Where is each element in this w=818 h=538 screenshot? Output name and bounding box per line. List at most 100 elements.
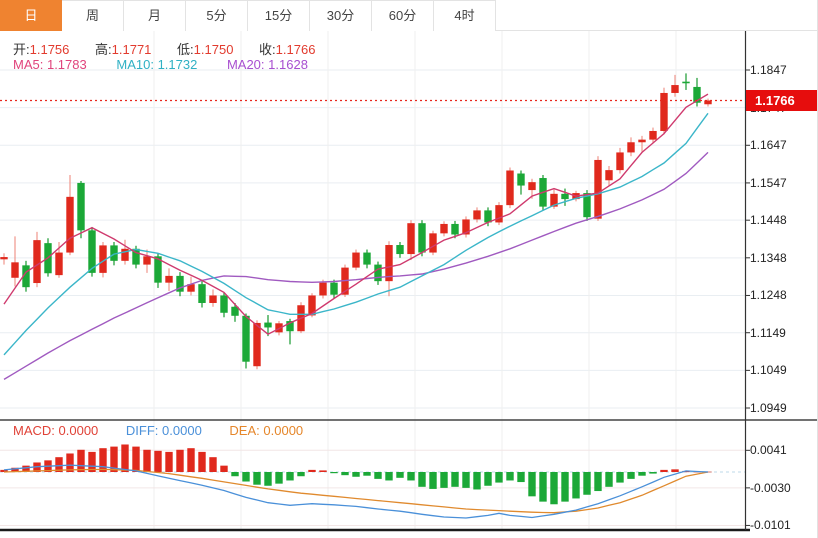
candle-up [473,210,481,220]
diff-line [3,464,709,519]
macd-bar-positive [660,469,668,472]
macd-bar-positive [77,449,85,472]
macd-bar-negative [275,472,283,484]
price-axis-label: 1.1049 [750,363,787,378]
candle-down [132,248,140,265]
dea-value: 0.0000 [263,423,304,438]
macd-bar-negative [583,472,591,495]
macd-bar-positive [143,449,151,472]
macd-bar-positive [99,448,107,472]
tab-week[interactable]: 周 [62,0,124,31]
candle-down [682,81,690,84]
candle-up [319,282,327,296]
candle-up [352,252,360,268]
candle-up [385,245,393,282]
macd-bar-positive [66,453,74,472]
dea-line [3,468,709,514]
macd-bar-negative [385,472,393,481]
candle-down [154,256,162,283]
macd-bar-negative [242,472,250,482]
ma-readout: MA5: 1.1783 MA10: 1.1732 MA20: 1.1628 [13,57,334,72]
tab-60min[interactable]: 60分 [372,0,434,31]
candle-down [242,315,250,362]
tab-5min[interactable]: 5分 [186,0,248,31]
open-label: 开: [13,42,30,57]
macd-bar-negative [495,472,503,483]
candle-up [660,92,668,131]
macd-bar-positive [176,449,184,472]
ma20-line [3,151,709,381]
macd-bar-negative [396,472,404,478]
price-axis-label: 1.0949 [750,401,787,415]
open-value: 1.1756 [29,42,70,57]
candle-up [143,256,151,265]
ma5-value: 1.1783 [46,57,87,72]
candle-up [308,295,316,316]
candle-down [517,173,525,186]
candle-up [506,170,514,206]
macd-bar-positive [319,470,327,472]
high-value: 1.1771 [111,42,152,57]
macd-bar-negative [374,472,382,479]
macd-bar-negative [506,472,514,481]
macd-bar-negative [451,472,459,487]
low-label: 低: [177,42,194,57]
candle-up [187,284,195,292]
macd-bar-negative [286,472,294,481]
candle-up [0,257,8,260]
price-axis-label: 1.1547 [750,175,787,190]
candle-up [429,233,437,253]
macd-bar-negative [363,472,371,476]
macd-bar-negative [649,472,657,474]
macd-axis-label: -0.0101 [750,518,791,533]
candle-up [253,322,261,367]
tab-30min[interactable]: 30分 [310,0,372,31]
macd-bar-negative [539,472,547,502]
ma20-label: MA20: [226,57,265,72]
candle-down [176,275,184,292]
macd-bar-negative [418,472,426,487]
close-value: 1.1766 [275,42,316,57]
macd-bar-positive [220,465,228,472]
macd-bar-negative [473,472,481,490]
macd-bar-negative [605,472,613,487]
candle-up [99,245,107,273]
macd-bar-positive [110,446,118,472]
macd-bar-negative [627,472,635,479]
candle-up [407,223,415,255]
macd-bar-positive [671,469,679,472]
candle-down [22,265,30,288]
tab-month[interactable]: 月 [124,0,186,31]
candle-down [396,245,404,255]
candle-up [616,152,624,171]
macd-bar-negative [352,472,360,477]
candle-up [627,142,635,153]
macd-bar-positive [121,444,129,472]
tab-4hour[interactable]: 4时 [434,0,496,31]
ma5-label: MA5: [13,57,44,72]
low-value: 1.1750 [193,42,234,57]
macd-bar-negative [341,472,349,476]
candle-up [495,205,503,223]
macd-axis-label: -0.0030 [750,480,791,495]
ma10-label: MA10: [116,57,154,72]
candle-down [110,245,118,261]
tab-15min[interactable]: 15分 [248,0,310,31]
candle-down [264,322,272,328]
tab-day[interactable]: 日 [0,0,62,31]
ma5-line [3,93,709,336]
candle-up [121,248,129,261]
ohlc-readout: 开:1.1756 高:1.1771 低:1.1750 收:1.1766 [13,39,337,58]
candle-up [704,100,712,105]
candle-up [528,182,536,191]
macd-bar-negative [264,472,272,486]
macd-bar-negative [594,472,602,492]
candle-up [209,295,217,303]
macd-bar-negative [550,472,558,505]
dea-label: DEA: [229,423,260,438]
macd-bar-negative [462,472,470,488]
macd-bar-positive [0,469,8,472]
current-price-badge: 1.1766 [746,89,817,111]
